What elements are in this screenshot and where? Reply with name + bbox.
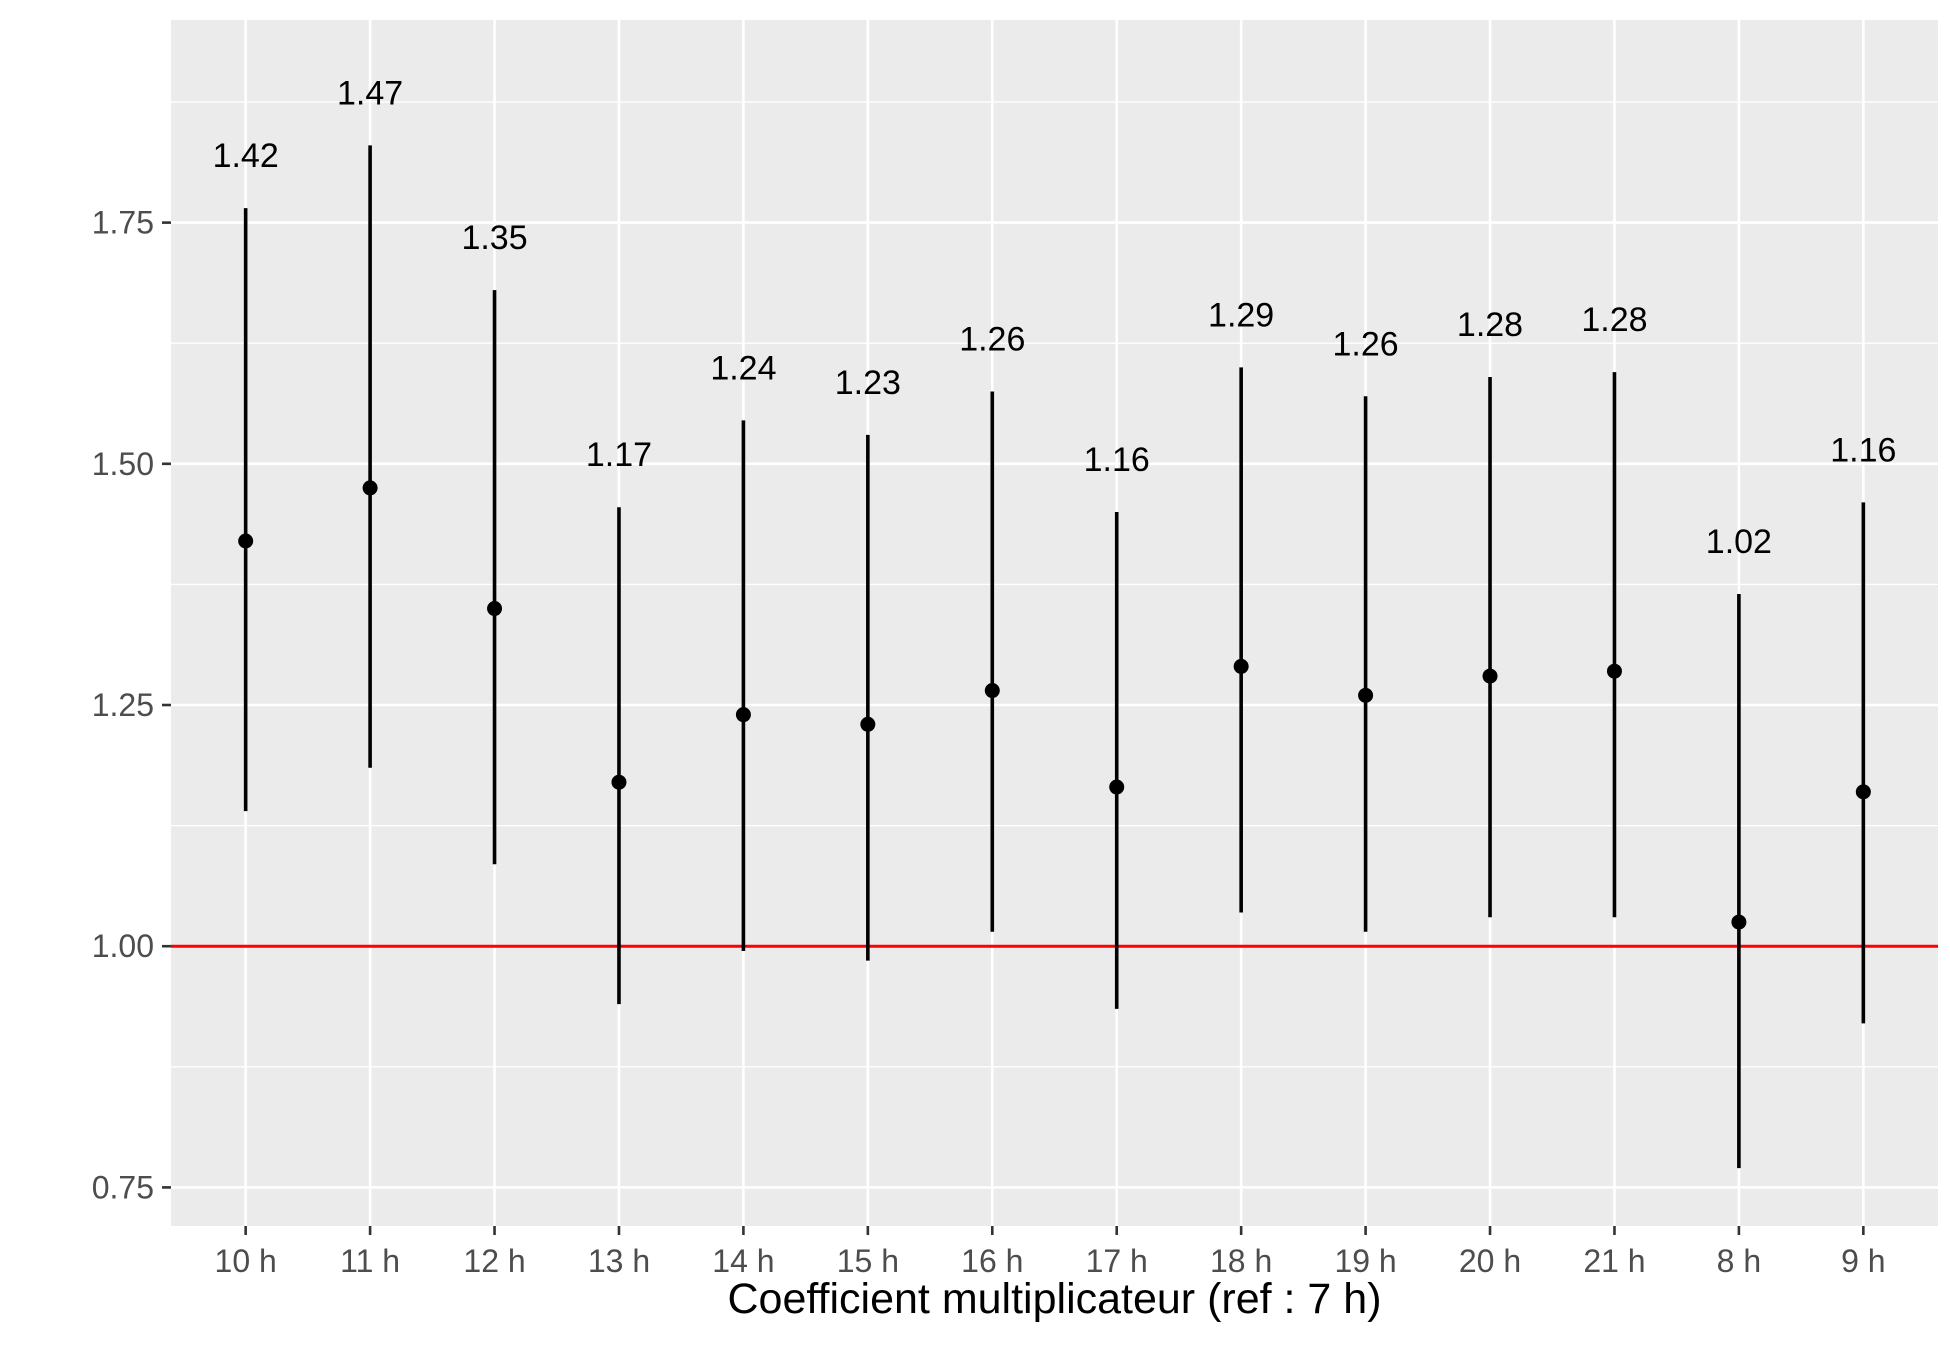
data-point <box>487 601 503 617</box>
data-point <box>1233 658 1249 674</box>
data-point <box>362 480 378 496</box>
x-tick-label: 17 h <box>1086 1243 1148 1279</box>
plot-panel <box>171 20 1938 1226</box>
y-tick-label: 0.75 <box>92 1169 154 1205</box>
data-point <box>1855 784 1871 800</box>
x-tick-label: 13 h <box>588 1243 650 1279</box>
data-point <box>238 533 254 549</box>
data-label: 1.29 <box>1208 296 1274 334</box>
x-tick-label: 15 h <box>837 1243 899 1279</box>
x-axis: 10 h 11 h 12 h 13 h 14 h 15 h 16 h 17 h 18 h 19 h… <box>215 1226 1886 1279</box>
data-point <box>735 707 751 723</box>
x-tick-label: 10 h <box>215 1243 277 1279</box>
x-tick-label: 14 h <box>712 1243 774 1279</box>
data-label: 1.16 <box>1084 441 1150 479</box>
data-point <box>1606 663 1622 679</box>
error-bars <box>243 145 1866 1169</box>
y-tick-label: 1.75 <box>92 205 154 241</box>
data-point <box>1358 687 1374 703</box>
data-point <box>1731 914 1747 930</box>
y-axis: 0.75 1.00 1.25 1.50 1.75 <box>92 205 171 1205</box>
data-label: 1.24 <box>710 349 776 387</box>
data-point <box>1482 668 1498 684</box>
data-label: 1.26 <box>959 320 1025 358</box>
data-label: 1.23 <box>835 364 901 402</box>
y-tick-label: 1.25 <box>92 687 154 723</box>
data-point <box>984 683 1000 699</box>
data-point <box>860 716 876 732</box>
y-tick-label: 1.00 <box>92 928 154 964</box>
data-label: 1.26 <box>1332 325 1398 363</box>
grid-minor <box>171 101 1938 1068</box>
data-label: 1.28 <box>1457 306 1523 344</box>
x-tick-label: 8 h <box>1717 1243 1761 1279</box>
data-label: 1.02 <box>1706 523 1772 561</box>
data-labels: 1.42 1.47 1.35 1.17 1.24 1.23 1.26 1.16 1.29 1.26… <box>213 74 1897 561</box>
x-tick-label: 16 h <box>961 1243 1023 1279</box>
x-tick-label: 21 h <box>1583 1243 1645 1279</box>
data-point <box>611 774 627 790</box>
data-label: 1.28 <box>1581 301 1647 339</box>
data-label: 1.42 <box>213 137 279 175</box>
x-tick-label: 20 h <box>1459 1243 1521 1279</box>
data-label: 1.35 <box>461 219 527 257</box>
x-tick-label: 11 h <box>340 1243 400 1279</box>
points <box>238 480 1871 930</box>
x-tick-label: 12 h <box>463 1243 525 1279</box>
data-label: 1.16 <box>1830 431 1896 469</box>
x-tick-label: 18 h <box>1210 1243 1272 1279</box>
data-label: 1.47 <box>337 74 403 112</box>
x-tick-label: 19 h <box>1334 1243 1396 1279</box>
x-axis-title: Coefficient multiplicateur (ref : 7 h) <box>727 1275 1381 1323</box>
data-label: 1.17 <box>586 436 652 474</box>
x-tick-label: 9 h <box>1841 1243 1885 1279</box>
data-point <box>1109 779 1125 795</box>
y-tick-label: 1.50 <box>92 446 154 482</box>
